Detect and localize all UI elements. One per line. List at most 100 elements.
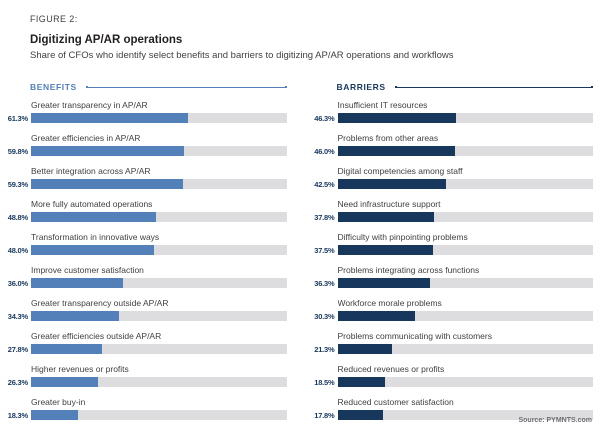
bar-track (337, 113, 593, 123)
bar-item-label: Problems integrating across functions (337, 265, 480, 275)
benefits-header-rule-line (87, 86, 285, 88)
source-credit: Source: PYMNTS.com (518, 417, 592, 424)
barriers-header: BARRIERS (337, 82, 594, 92)
bar-item-label: Reduced revenues or profits (337, 364, 445, 374)
bar-track (337, 179, 593, 189)
benefits-header: BENEFITS (30, 82, 287, 92)
bar-value-label: 37.8% (314, 212, 335, 222)
bar-row: 48.0% (6, 245, 287, 255)
bar-value-label: 42.5% (314, 179, 335, 189)
bar-fill (337, 212, 435, 222)
figure-subtitle: Share of CFOs who identify select benefi… (30, 50, 454, 61)
barriers-header-label: BARRIERS (336, 82, 386, 92)
bar-row: 26.3% (6, 377, 287, 387)
bar-item-label: Greater buy-in (31, 397, 86, 407)
benefits-bar-item: Greater efficiencies outside AP/AR 27.8% (6, 330, 287, 354)
barriers-bar-item: Reduced revenues or profits 18.5% (313, 363, 593, 387)
bar-track (337, 410, 593, 420)
bar-item-label: Problems from other areas (337, 133, 439, 143)
bar-value-label: 46.3% (314, 113, 335, 123)
benefits-bar-item: More fully automated operations 48.8% (6, 198, 287, 222)
barriers-bar-item: Need infrastructure support 37.8% (313, 198, 593, 222)
bar-row: 27.8% (6, 344, 287, 354)
bar-value-label: 61.3% (7, 113, 28, 123)
figure-title: Digitizing AP/AR operations (30, 34, 183, 46)
barriers-bar-item: Problems communicating with customers 21.… (313, 330, 593, 354)
bar-fill (31, 311, 119, 321)
bar-track (337, 311, 593, 321)
bar-track (337, 212, 593, 222)
benefits-bar-item: Greater efficiencies in AP/AR 59.8% (6, 132, 287, 156)
bar-fill (337, 278, 431, 288)
bar-track (31, 245, 287, 255)
bar-row: 46.3% (313, 113, 593, 123)
figure-label: FIGURE 2: (30, 14, 78, 24)
bar-track (337, 146, 593, 156)
benefits-header-rule (86, 86, 287, 88)
bar-fill (31, 146, 184, 156)
bar-row: 30.3% (313, 311, 593, 321)
bar-value-label: 18.5% (314, 377, 335, 387)
bar-item-label: More fully automated operations (31, 199, 153, 209)
bar-item-label: Greater transparency outside AP/AR (31, 298, 169, 308)
bar-fill (337, 311, 415, 321)
bar-item-label: Workforce morale problems (337, 298, 442, 308)
bar-item-label: Need infrastructure support (337, 199, 441, 209)
bar-value-label: 27.8% (7, 344, 28, 354)
bar-row: 61.3% (6, 113, 287, 123)
bar-fill (31, 278, 123, 288)
bar-fill (337, 245, 434, 255)
benefits-bar-item: Improve customer satisfaction 36.0% (6, 264, 287, 288)
barriers-bar-item: Reduced customer satisfaction 17.8% (313, 396, 593, 420)
bar-item-label: Insufficient IT resources (337, 100, 428, 110)
bar-value-label: 59.8% (7, 146, 28, 156)
bar-track (31, 311, 287, 321)
bar-row: 42.5% (313, 179, 593, 189)
bar-row: 17.8% (313, 410, 593, 420)
bar-track (31, 344, 287, 354)
barriers-bar-item: Difficulty with pinpointing problems 37.5… (313, 231, 593, 255)
bar-value-label: 36.0% (7, 278, 28, 288)
bar-row: 36.0% (6, 278, 287, 288)
bar-track (31, 179, 287, 189)
bar-value-label: 34.3% (7, 311, 28, 321)
benefits-column: BENEFITS Greater transparency in AP/AR 61.… (6, 82, 287, 429)
bar-value-label: 26.3% (7, 377, 28, 387)
benefits-bar-item: Higher revenues or profits 26.3% (6, 363, 287, 387)
bar-track (31, 377, 287, 387)
barriers-header-rule (395, 86, 593, 88)
benefits-bar-item: Better integration across AP/AR 59.3% (6, 165, 287, 189)
barriers-bar-item: Problems from other areas 46.0% (313, 132, 593, 156)
bar-row: 59.8% (6, 146, 287, 156)
bar-track (337, 377, 593, 387)
bar-value-label: 46.0% (314, 146, 335, 156)
barriers-bar-item: Workforce morale problems 30.3% (313, 297, 593, 321)
bar-track (31, 146, 287, 156)
barriers-bar-item: Insufficient IT resources 46.3% (313, 99, 593, 123)
benefits-bar-item: Greater buy-in 18.3% (6, 396, 287, 420)
bar-row: 37.8% (313, 212, 593, 222)
bar-item-label: Problems communicating with customers (337, 331, 492, 341)
benefits-bar-item: Transformation in innovative ways 48.0% (6, 231, 287, 255)
benefits-bar-item: Greater transparency outside AP/AR 34.3% (6, 297, 287, 321)
bar-item-label: Improve customer satisfaction (31, 265, 144, 275)
bar-fill (31, 245, 154, 255)
bar-row: 21.3% (313, 344, 593, 354)
bar-item-label: Transformation in innovative ways (31, 232, 160, 242)
barriers-header-rule-line (396, 86, 591, 88)
barriers-bar-item: Problems integrating across functions 36.… (313, 264, 593, 288)
bar-track (31, 410, 287, 420)
bar-value-label: 48.0% (7, 245, 28, 255)
bar-item-label: Reduced customer satisfaction (337, 397, 454, 407)
bar-row: 46.0% (313, 146, 593, 156)
bar-fill (31, 113, 188, 123)
benefits-header-label: BENEFITS (30, 82, 77, 92)
bar-value-label: 36.3% (314, 278, 335, 288)
bar-item-label: Greater efficiencies in AP/AR (31, 133, 141, 143)
chart-columns: BENEFITS Greater transparency in AP/AR 61.… (6, 82, 593, 429)
bar-item-label: Greater efficiencies outside AP/AR (31, 331, 162, 341)
bar-fill (337, 410, 383, 420)
bar-item-label: Difficulty with pinpointing problems (337, 232, 468, 242)
bar-value-label: 21.3% (314, 344, 335, 354)
